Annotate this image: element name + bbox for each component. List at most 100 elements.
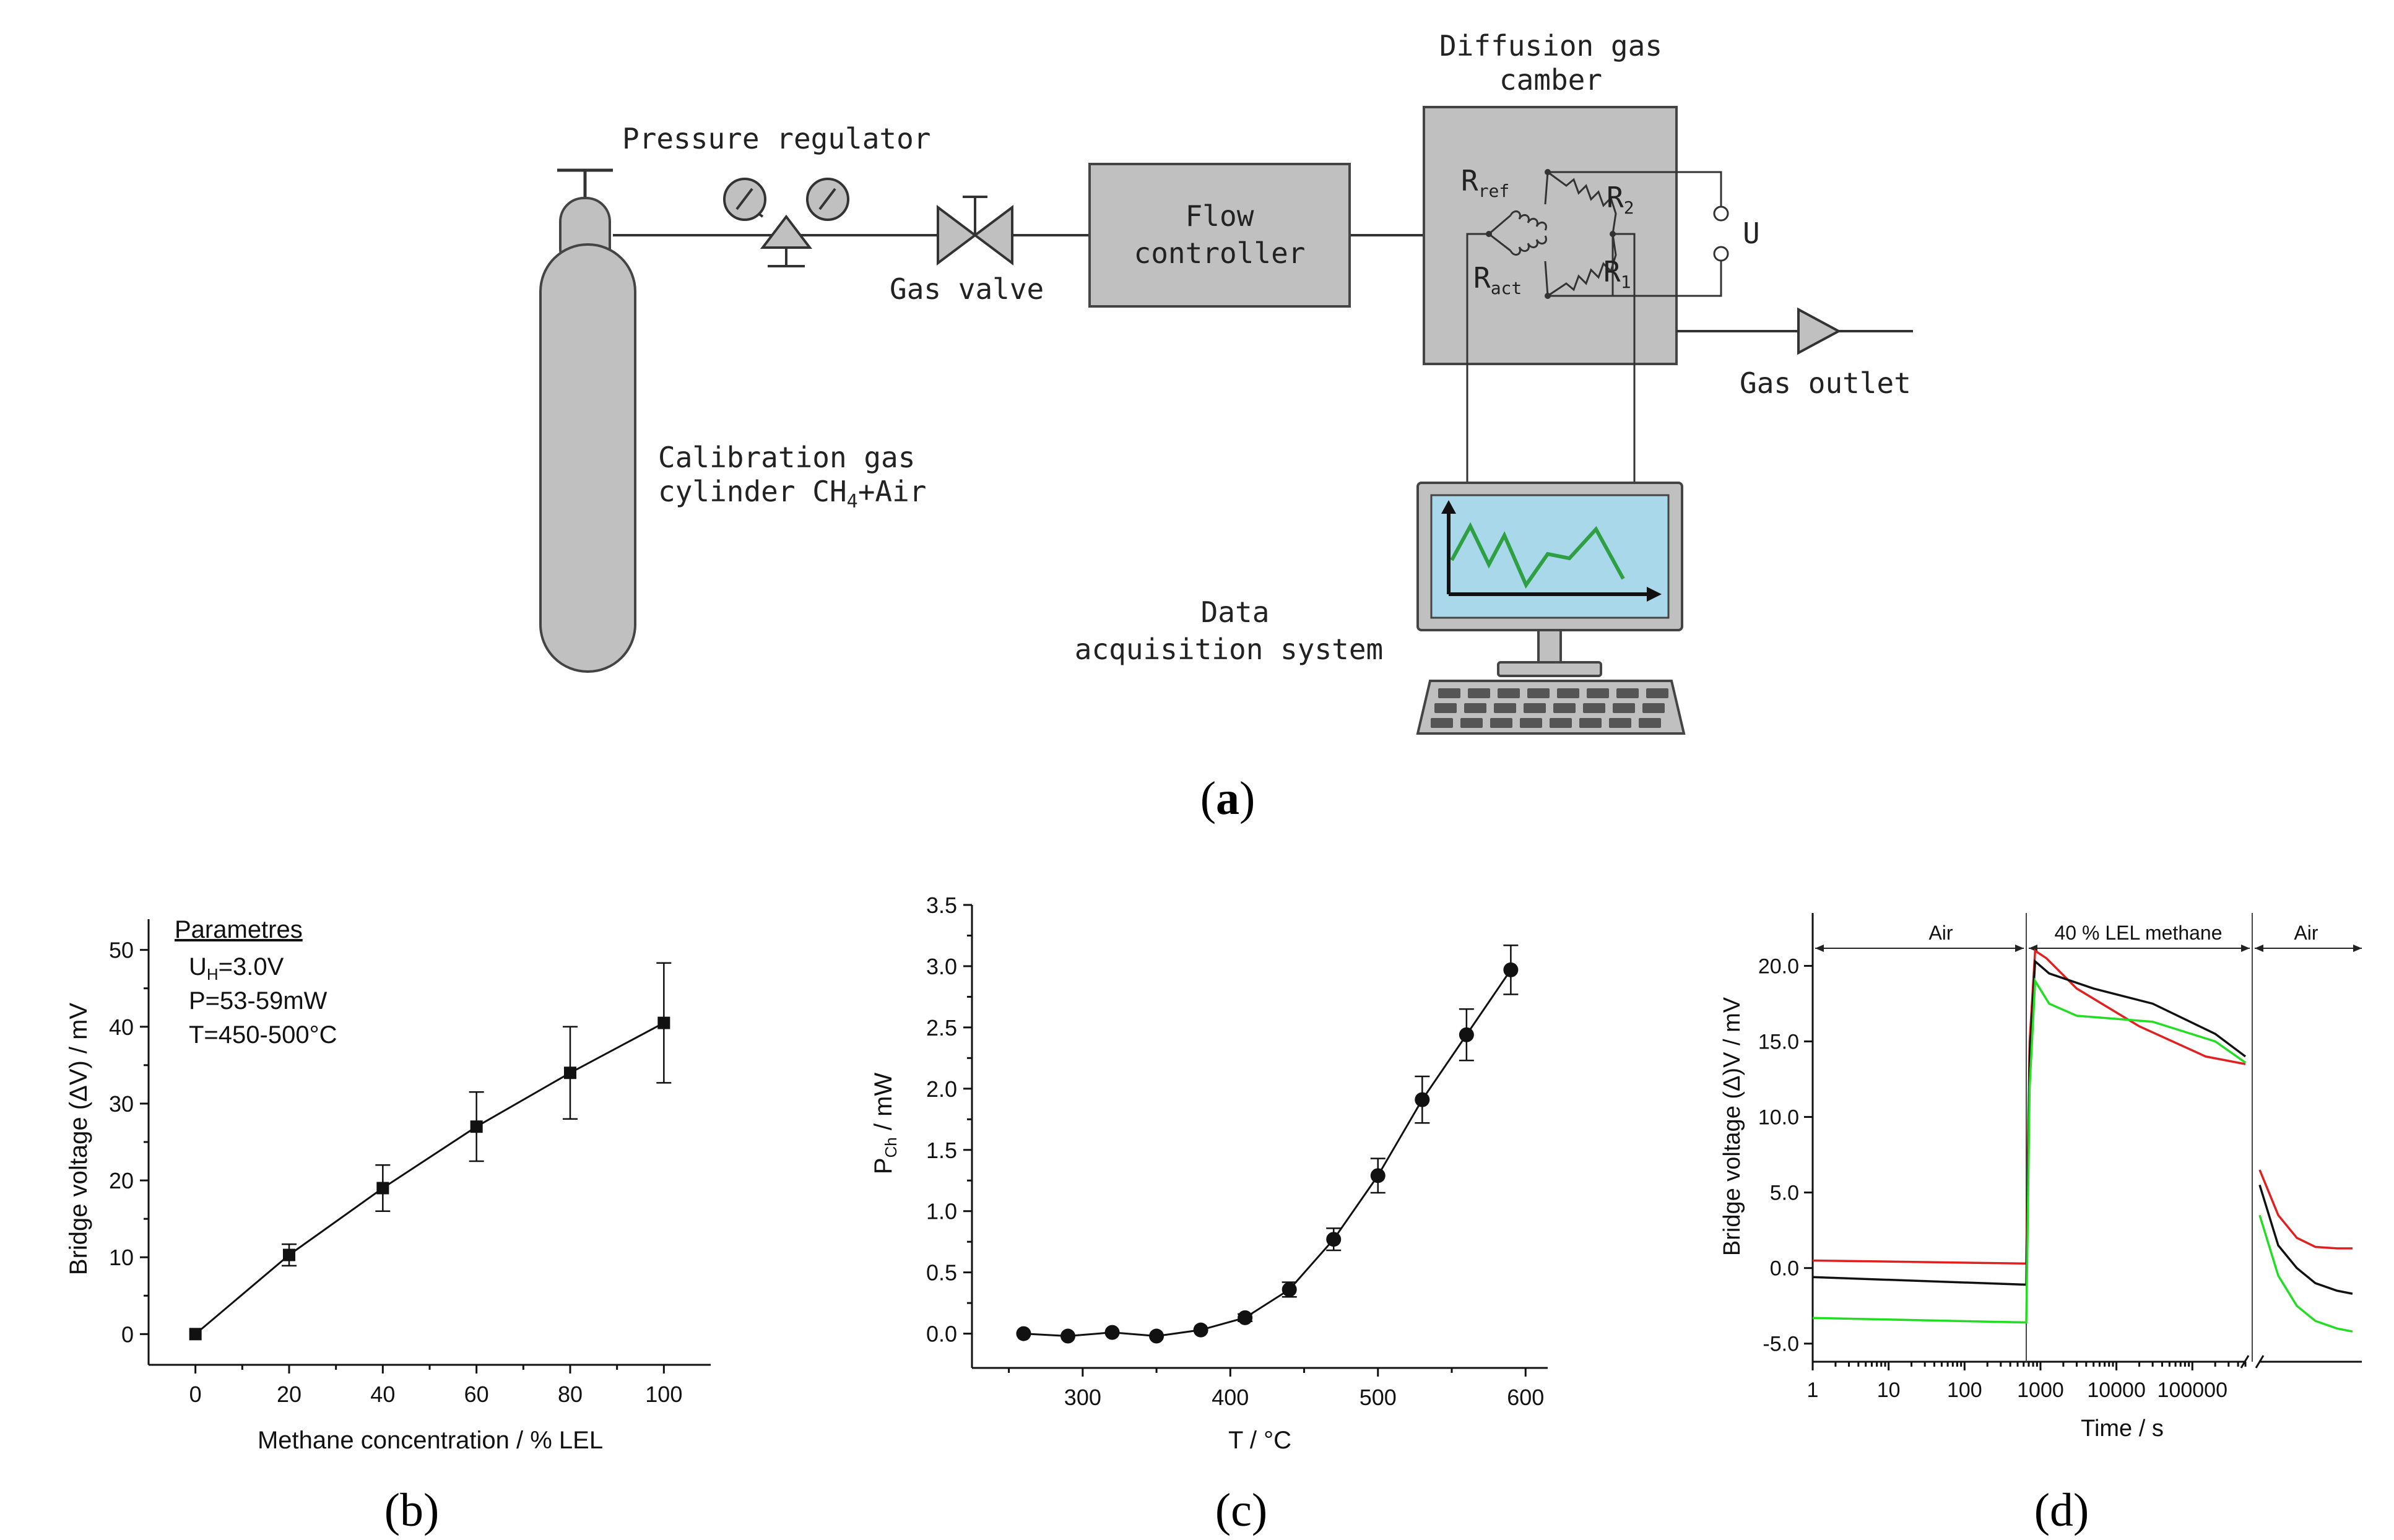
key-icon [1553, 703, 1576, 713]
key-icon [1468, 688, 1490, 698]
chart-b-xlabel: Methane concentration / % LEL [258, 1427, 603, 1454]
data-point [1238, 1310, 1253, 1325]
data-point [1060, 1328, 1075, 1344]
arrow-head-icon [2241, 945, 2250, 952]
y-tick-label: 10 [109, 1245, 134, 1270]
annotation-title: Parametres [175, 916, 303, 943]
x-tick-label: 100 [1947, 1378, 1982, 1402]
key-icon [1639, 718, 1661, 728]
x-tick-label: 10 [1877, 1378, 1901, 1402]
y-tick-label: 10.0 [1758, 1106, 1799, 1130]
r1-label: R1 [1603, 255, 1631, 292]
data-point [470, 1120, 483, 1133]
y-tick-label: 1.5 [926, 1138, 957, 1163]
flow-controller-label: controller [1134, 236, 1306, 270]
key-icon [1646, 688, 1668, 698]
panel-c-label: (c) [1215, 1484, 1267, 1536]
data-point [1503, 962, 1519, 977]
data-point [283, 1248, 295, 1261]
chamber-title: Diffusion gas [1439, 29, 1662, 63]
y-tick-label: 30 [109, 1091, 134, 1117]
daq-label: Data [1201, 595, 1270, 629]
chart-c-ylabel: PCh / mW [870, 1073, 900, 1175]
y-tick-label: 15.0 [1758, 1030, 1799, 1053]
x-tick-label: 600 [1507, 1385, 1544, 1410]
arrow-head-icon [2353, 945, 2362, 952]
screen-trace [1450, 522, 1625, 589]
flow-controller-label: Flow [1186, 199, 1254, 233]
x-tick-label: 60 [464, 1382, 489, 1407]
wheatstone-bridge [1466, 171, 1722, 483]
y-tick-label: 0 [121, 1322, 134, 1347]
series-line-green-after [2258, 1214, 2353, 1333]
cylinder-label: cylinder CH4+Air [658, 475, 926, 513]
key-icon [1613, 703, 1635, 713]
x-tick-label: 1 [1807, 1378, 1819, 1402]
chart-b-annotation: Parametres UH=3.0V P=53-59mW T=450-500°C [175, 916, 337, 1049]
y-tick-label: 20 [109, 1168, 134, 1193]
x-tick-label: 20 [277, 1382, 301, 1407]
y-tick-label: 5.0 [1770, 1182, 1799, 1205]
chart-b-ylabel: Bridge voltage (ΔV) / mV [65, 1003, 92, 1276]
key-icon [1642, 703, 1665, 713]
region-label-methane: 40 % LEL methane [2055, 922, 2223, 944]
region-label-air-2: Air [2294, 922, 2318, 944]
gas-valve-icon [937, 196, 1013, 266]
chamber-title: camber [1499, 63, 1602, 97]
key-icon [1431, 718, 1453, 728]
outlet-arrow-icon [1797, 307, 1842, 355]
key-icon [1494, 703, 1516, 713]
x-tick-label: 1000 [2017, 1378, 2064, 1402]
chart-d-xlabel: Time / s [2081, 1416, 2164, 1442]
diffusion-chamber-box [1423, 106, 1678, 365]
cylinder-label: Calibration gas [658, 441, 915, 474]
chart-b: 0 20 40 60 80 100 0 10 20 30 40 50 Methane concentr… [65, 916, 711, 1536]
gauge-icon [806, 178, 849, 221]
arrow-head-icon [2015, 945, 2024, 952]
flow-controller-box [1088, 163, 1351, 308]
series-line [1023, 969, 1512, 1338]
gas-cylinder [539, 168, 636, 673]
series-line-red-after [2258, 1169, 2353, 1250]
annotation-power: P=53-59mW [189, 987, 327, 1014]
data-point [1415, 1092, 1430, 1107]
key-icon [1498, 688, 1520, 698]
chart-d: 1 10 100 1000 10000 100000 -5.0 0.0 5.0 10.0 15.0 2… [1719, 913, 2362, 1536]
data-point [189, 1328, 202, 1341]
voltage-u-label: U [1743, 217, 1760, 250]
key-icon [1434, 703, 1457, 713]
x-tick-label: 10000 [2087, 1378, 2146, 1402]
daq-label: acquisition system [1075, 633, 1384, 666]
key-icon [1520, 718, 1542, 728]
panel-a-label: (a) [1200, 772, 1256, 824]
pressure-regulator-label: Pressure regulator [622, 122, 931, 155]
x-tick-label: 0 [189, 1382, 202, 1407]
r-act-label: Ract [1473, 261, 1522, 298]
region-label-air-1: Air [1928, 922, 1953, 944]
x-tick-label: 100 [645, 1382, 682, 1407]
arrow-head-icon [1815, 945, 1824, 952]
gauge-icon [723, 178, 766, 221]
gas-outlet-label: Gas outlet [1740, 366, 1911, 400]
series-line [194, 1022, 665, 1335]
key-icon [1557, 688, 1579, 698]
data-point [1326, 1232, 1342, 1247]
x-tick-label: 300 [1064, 1385, 1101, 1410]
y-tick-label: 3.5 [926, 893, 957, 918]
data-point [1193, 1322, 1208, 1338]
pressure-regulator [723, 178, 849, 267]
y-tick-label: 0.0 [926, 1322, 957, 1347]
daq-computer [1416, 482, 1686, 735]
x-tick-label: 400 [1212, 1385, 1249, 1410]
y-tick-label: 20.0 [1758, 954, 1799, 978]
y-tick-label: 40 [109, 1014, 134, 1040]
y-tick-label: 0.5 [926, 1260, 957, 1286]
annotation-uh: UH=3.0V [189, 953, 284, 984]
r-ref-label: Rref [1461, 164, 1509, 201]
data-point [1282, 1282, 1297, 1297]
key-icon [1460, 718, 1483, 728]
x-tick-label: 80 [558, 1382, 583, 1407]
data-point [1370, 1168, 1386, 1183]
y-tick-label: 2.5 [926, 1015, 957, 1040]
